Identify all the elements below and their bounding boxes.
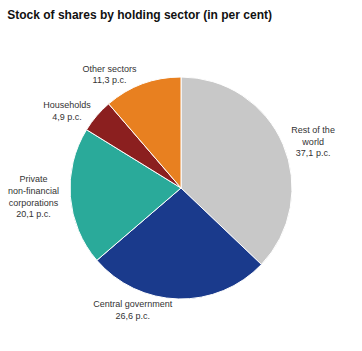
svg-text:Rest of theworld37,1 p.c.: Rest of theworld37,1 p.c. — [291, 125, 335, 158]
svg-text:Other sectors11,3 p.c.: Other sectors11,3 p.c. — [82, 64, 137, 86]
svg-text:Privatenon-financialcorporatio: Privatenon-financialcorporations20,1 p.c… — [8, 174, 59, 219]
svg-text:Central government26,6 p.c.: Central government26,6 p.c. — [93, 299, 173, 321]
svg-text:Stock of shares by holding sec: Stock of shares by holding sector (in pe… — [7, 8, 272, 22]
svg-text:Households4,9 p.c.: Households4,9 p.c. — [43, 100, 91, 122]
